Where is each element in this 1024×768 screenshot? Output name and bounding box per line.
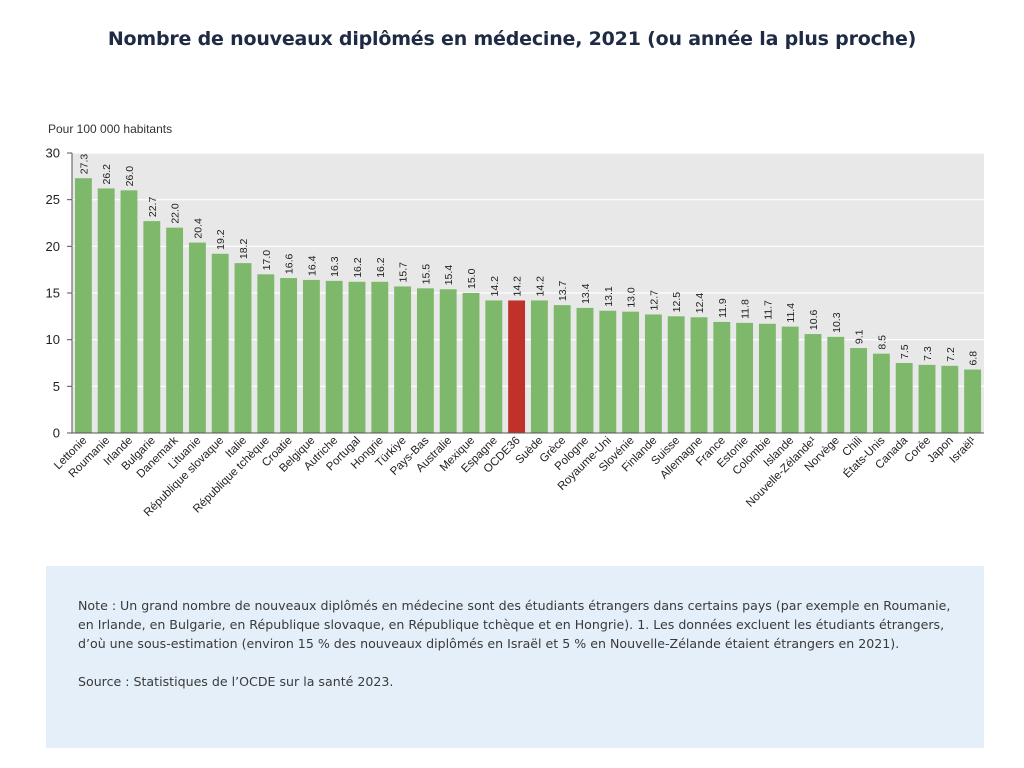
data-label: 10.3 [831, 312, 843, 333]
bar [188, 242, 206, 433]
bar [462, 293, 480, 433]
bar [667, 316, 685, 433]
data-label: 19.2 [215, 229, 227, 250]
bar [439, 289, 457, 433]
bar [964, 369, 982, 433]
data-label: 14.2 [534, 276, 546, 297]
data-label: 12.7 [648, 290, 660, 311]
data-label: 13.1 [603, 286, 615, 307]
data-label: 7.5 [899, 344, 911, 359]
data-label: 18.2 [238, 239, 250, 260]
bar [416, 288, 434, 433]
data-label: 22.0 [170, 203, 182, 224]
data-label: 16.2 [375, 257, 387, 278]
y-tick-label: 5 [53, 379, 60, 394]
data-label: 14.2 [489, 276, 501, 297]
bar [325, 280, 343, 433]
y-tick-label: 15 [46, 286, 60, 301]
data-label: 17.0 [261, 250, 273, 271]
bar [781, 326, 799, 433]
data-label: 12.4 [694, 293, 706, 314]
data-label: 26.0 [124, 166, 136, 187]
bar [599, 310, 617, 433]
plot-area: 05101520253027.3Lettonie26.2Roumanie26.0… [46, 146, 984, 519]
bar [348, 281, 366, 433]
bar [690, 317, 708, 433]
bar [280, 278, 298, 433]
data-label: 9.1 [854, 329, 866, 344]
bar [371, 281, 389, 433]
data-label: 26.2 [101, 164, 113, 185]
data-label: 22.7 [147, 197, 159, 218]
y-tick-label: 20 [46, 239, 60, 254]
bar [918, 364, 936, 433]
bar-chart: Pour 100 000 habitants 05101520253027.3L… [46, 122, 984, 519]
bar [872, 353, 890, 433]
chart-title: Nombre de nouveaux diplômés en médecine,… [107, 28, 917, 50]
data-label: 16.3 [329, 256, 341, 277]
data-label: 16.2 [352, 257, 364, 278]
bar [895, 363, 913, 433]
source-text: Source : Statistiques de l’OCDE sur la s… [78, 674, 394, 689]
x-tick-label: Israël¹ [948, 435, 979, 466]
bar [941, 365, 959, 433]
bar [713, 321, 731, 433]
data-label: 6.8 [968, 351, 980, 366]
data-label: 15.0 [466, 268, 478, 289]
bar [485, 300, 503, 433]
y-tick-label: 10 [46, 332, 60, 347]
data-label: 13.7 [557, 281, 569, 302]
bar [120, 190, 138, 433]
bar [804, 334, 822, 433]
data-label: 7.2 [945, 347, 957, 362]
note-box: Note : Un grand nombre de nouveaux diplô… [46, 566, 984, 748]
bar [622, 311, 640, 433]
bar [302, 279, 320, 433]
bar [211, 253, 229, 433]
data-label: 27.3 [78, 154, 90, 175]
data-label: 13.4 [580, 283, 592, 304]
data-label: 11.9 [717, 298, 729, 318]
data-label: 13.0 [626, 287, 638, 308]
data-label: 16.6 [284, 253, 296, 274]
data-label: 12.5 [671, 292, 683, 313]
bar [74, 178, 92, 433]
bar [576, 307, 594, 433]
bar [234, 263, 252, 433]
bar [97, 188, 115, 433]
data-label: 11.7 [762, 300, 774, 320]
data-label: 15.4 [443, 265, 455, 286]
bar [530, 300, 548, 433]
data-label: 14.2 [512, 276, 524, 297]
y-axis-label: Pour 100 000 habitants [48, 122, 172, 136]
data-label: 7.3 [922, 346, 934, 361]
bar [553, 305, 571, 433]
data-label: 20.4 [192, 218, 204, 239]
bar [644, 314, 662, 433]
y-tick-label: 0 [53, 426, 60, 441]
data-label: 15.5 [420, 264, 432, 285]
bar [758, 323, 776, 433]
y-tick-label: 30 [46, 146, 60, 161]
note-text: Note : Un grand nombre de nouveaux diplô… [78, 598, 951, 651]
data-label: 10.6 [808, 309, 820, 330]
bar [827, 336, 845, 433]
data-label: 15.7 [398, 262, 410, 283]
data-label: 8.5 [876, 335, 888, 350]
bar [257, 274, 275, 433]
bar [143, 221, 161, 433]
data-label: 11.4 [785, 303, 797, 323]
data-label: 11.8 [740, 299, 752, 319]
bar-highlight [508, 300, 526, 433]
bar [166, 227, 184, 433]
bar [394, 286, 412, 433]
bar [736, 322, 754, 433]
bar [850, 348, 868, 433]
y-tick-label: 25 [46, 192, 60, 207]
data-label: 16.4 [306, 255, 318, 276]
